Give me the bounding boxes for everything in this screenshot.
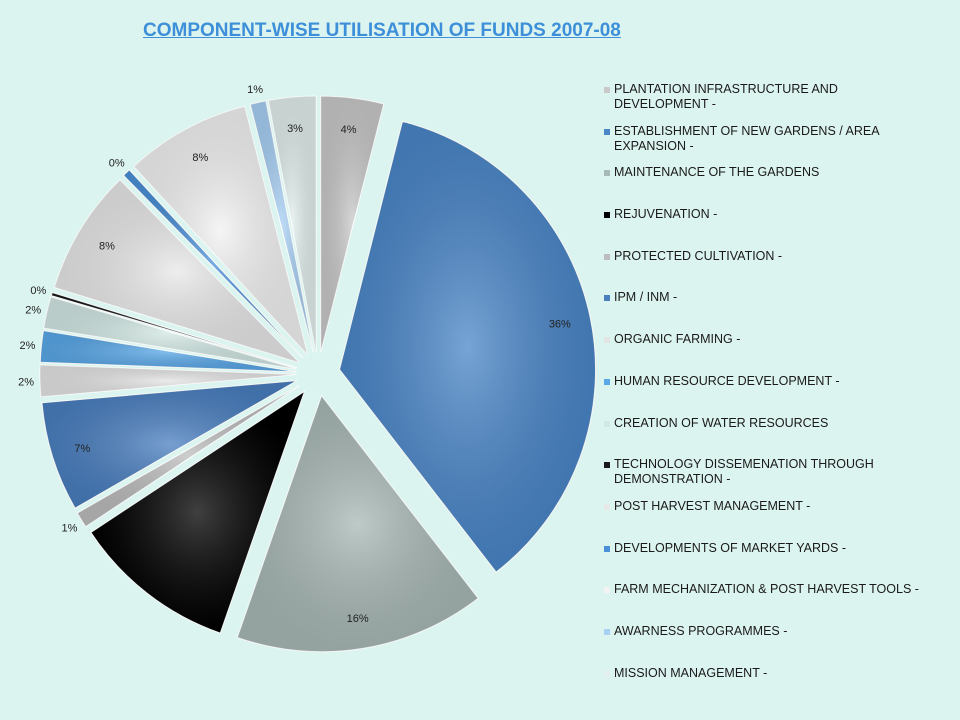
legend-swatch (604, 628, 610, 635)
slice-percent-label: 8% (99, 241, 115, 253)
legend-item: DEVELOPMENTS OF MARKET YARDS - (604, 541, 934, 583)
legend-label: REJUVENATION - (614, 207, 718, 222)
pie-slice-shading (90, 391, 305, 634)
legend-swatch (604, 128, 610, 135)
pie-slice-shading (43, 297, 297, 370)
slice-percent-label: 2% (25, 304, 41, 316)
pie-slice-shading (133, 106, 308, 355)
pie-slice-shading (250, 100, 314, 353)
legend-label: ORGANIC FARMING - (614, 332, 741, 347)
legend-item: MAINTENANCE OF THE GARDENS (604, 165, 934, 207)
slice-percent-label: 16% (347, 613, 369, 625)
legend-swatch (604, 670, 610, 677)
legend: PLANTATION INFRASTRUCTURE AND DEVELOPMEN… (604, 82, 934, 707)
pie-slice-shading (54, 179, 300, 363)
slice-percent-label: 2% (18, 376, 34, 388)
legend-item: PROTECTED CULTIVATION - (604, 249, 934, 291)
pie-slice-shading (123, 169, 303, 359)
legend-swatch (604, 337, 610, 344)
legend-swatch (604, 420, 610, 427)
legend-item: ORGANIC FARMING - (604, 332, 934, 374)
slice-percent-label: 0% (109, 157, 125, 169)
legend-label: PLANTATION INFRASTRUCTURE AND DEVELOPMEN… (614, 82, 838, 111)
slice-percent-label: 36% (549, 319, 571, 331)
legend-item: PLANTATION INFRASTRUCTURE AND DEVELOPMEN… (604, 82, 934, 124)
pie-slice-shading (339, 121, 596, 573)
legend-label: PROTECTED CULTIVATION - (614, 248, 783, 263)
legend-item: MISSION MANAGEMENT - (604, 666, 934, 708)
legend-swatch (604, 253, 610, 260)
legend-swatch (604, 545, 610, 552)
legend-label: HUMAN RESOURCE DEVELOPMENT - (614, 373, 840, 388)
pie-slice-shading (40, 365, 297, 397)
legend-item: HUMAN RESOURCE DEVELOPMENT - (604, 374, 934, 416)
slice-percent-label: 1% (247, 84, 263, 96)
legend-swatch (604, 212, 610, 219)
legend-item: ESTABLISHMENT OF NEW GARDENS / AREA EXPA… (604, 124, 934, 166)
legend-swatch (604, 170, 610, 177)
legend-swatch (604, 295, 610, 302)
legend-swatch (604, 503, 610, 510)
legend-label: DEVELOPMENTS OF MARKET YARDS - (614, 540, 846, 555)
legend-label: MISSION MANAGEMENT - (614, 665, 768, 680)
pie-slice-shading (237, 395, 479, 652)
legend-item: REJUVENATION - (604, 207, 934, 249)
legend-item: CREATION OF WATER RESOURCES (604, 416, 934, 458)
pie-slice-shading (51, 292, 297, 368)
legend-label: MAINTENANCE OF THE GARDENS (614, 165, 820, 180)
legend-label: ESTABLISHMENT OF NEW GARDENS / AREA EXPA… (614, 123, 879, 153)
pie-slice-shading (268, 96, 316, 353)
pie-slice-shading (41, 380, 298, 509)
slice-percent-label: 0% (30, 285, 46, 297)
legend-label: AWARNESS PROGRAMMES - (614, 623, 788, 638)
chart-title: COMPONENT-WISE UTILISATION OF FUNDS 2007… (143, 20, 621, 41)
legend-label: TECHNOLOGY DISSEMENATION THROUGH DEMONST… (614, 457, 874, 487)
legend-item: AWARNESS PROGRAMMES - (604, 624, 934, 666)
slice-percent-label: 2% (19, 340, 35, 352)
legend-label: POST HARVEST MANAGEMENT - (614, 498, 811, 513)
legend-label: IPM / INM - (614, 290, 678, 305)
slice-percent-label: 4% (341, 124, 357, 136)
slice-percent-label: 8% (192, 152, 208, 164)
slice-percent-label: 1% (62, 522, 78, 534)
pie-slice-shading (77, 385, 300, 527)
slice-percent-label: 7% (74, 443, 90, 455)
legend-swatch (604, 378, 610, 385)
legend-item: FARM MECHANIZATION & POST HARVEST TOOLS … (604, 582, 934, 624)
legend-item: POST HARVEST MANAGEMENT - (604, 499, 934, 541)
pie-slice-shading (40, 330, 297, 372)
legend-swatch (604, 462, 610, 469)
legend-item: IPM / INM - (604, 290, 934, 332)
legend-item: TECHNOLOGY DISSEMENATION THROUGH DEMONST… (604, 457, 934, 499)
pie-slice-shading (320, 96, 384, 353)
legend-swatch (604, 87, 610, 93)
slice-percent-label: 3% (287, 123, 303, 135)
legend-swatch (604, 587, 610, 594)
legend-label: FARM MECHANIZATION & POST HARVEST TOOLS … (614, 582, 919, 597)
legend-label: CREATION OF WATER RESOURCES (614, 415, 829, 430)
